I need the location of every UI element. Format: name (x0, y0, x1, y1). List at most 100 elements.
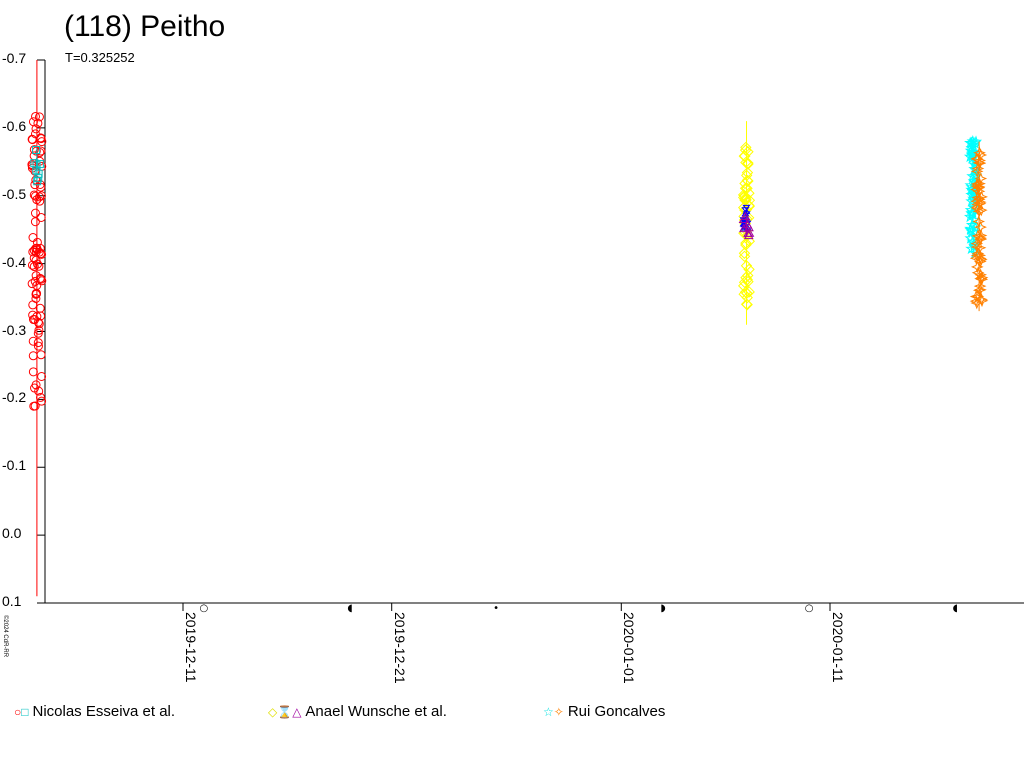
data-point (741, 207, 750, 217)
data-point (741, 273, 753, 286)
data-point (975, 273, 989, 286)
data-point (739, 223, 749, 233)
legend-entry-wunsche: ◇⌛△ Anael Wunsche et al. (268, 703, 447, 720)
data-point (974, 283, 987, 297)
x-tick-label: 2019-12-21 (391, 612, 408, 684)
data-point (28, 135, 38, 145)
legend-label-wunsche: Anael Wunsche et al. (305, 703, 447, 720)
x-tick-label: 2020-01-11 (830, 612, 846, 683)
data-point (974, 231, 987, 245)
data-point (34, 169, 43, 178)
data-point (32, 145, 41, 154)
data-point (33, 328, 43, 338)
data-point (738, 250, 751, 263)
data-point (971, 229, 985, 243)
data-point (35, 160, 44, 169)
data-point (29, 253, 39, 263)
data-point (35, 303, 45, 313)
data-point (36, 392, 46, 402)
data-point (36, 350, 46, 360)
data-point (743, 286, 755, 298)
moon-phase-marker: ○ (805, 603, 814, 614)
data-point (28, 233, 38, 243)
data-point (739, 286, 752, 298)
moon-phase-marker: ○ (200, 603, 209, 614)
data-point (740, 211, 751, 221)
data-point (33, 338, 43, 348)
data-point (29, 262, 39, 272)
data-point (33, 118, 43, 128)
moon-phase-marker: ◗ (660, 603, 665, 614)
data-point (34, 112, 44, 122)
series-group (738, 211, 755, 240)
data-point (738, 150, 751, 162)
legend-symbols-wunsche: ◇⌛△ (268, 704, 302, 719)
y-tick-label: 0.0 (2, 525, 22, 542)
copyright-text: ©2024 CdR-RR (2, 615, 8, 658)
chart-title: (118) Peitho (64, 10, 226, 43)
data-point (33, 341, 43, 351)
data-point (37, 249, 47, 259)
data-point (975, 294, 989, 308)
data-point (969, 168, 983, 181)
legend-symbols-goncalves: ☆✧ (543, 704, 564, 719)
data-point (31, 244, 41, 254)
moon-phase-marker: • (493, 603, 499, 614)
legend-label-goncalves: Rui Goncalves (567, 703, 666, 720)
moon-phase-marker: ◖ (953, 603, 958, 614)
data-point (973, 279, 987, 293)
data-point (974, 203, 988, 217)
data-point (970, 179, 984, 193)
data-point (964, 136, 977, 149)
data-point (966, 145, 979, 158)
x-tick-label: 2020-01-01 (621, 612, 638, 684)
legend-symbols-esseiva: ○□ (14, 704, 29, 719)
data-point (30, 276, 40, 286)
data-point (970, 183, 983, 196)
data-point (743, 228, 753, 237)
data-point (34, 386, 44, 396)
data-point (972, 193, 986, 206)
data-point (742, 269, 754, 282)
data-point (740, 260, 753, 272)
data-point (27, 279, 37, 289)
data-point (34, 174, 43, 183)
data-point (973, 255, 987, 268)
y-tick-label: -0.7 (2, 50, 27, 66)
data-point (741, 298, 753, 311)
data-point (28, 367, 38, 377)
y-tick-label: -0.3 (2, 321, 27, 338)
y-tick-label: -0.1 (2, 457, 27, 474)
data-point (37, 371, 47, 381)
data-point (972, 184, 986, 198)
y-tick-label: -0.5 (2, 185, 27, 202)
series-group (963, 135, 983, 259)
legend-entry-goncalves: ☆✧ Rui Goncalves (543, 703, 665, 720)
data-point (31, 255, 41, 265)
data-point (972, 215, 986, 228)
series-group (969, 141, 989, 312)
y-tick-label: -0.6 (2, 117, 27, 134)
data-point (744, 222, 754, 232)
data-point (973, 241, 987, 255)
data-point (972, 180, 986, 194)
data-point (963, 150, 977, 163)
chart-subtitle: T=0.325252 (65, 50, 135, 65)
data-point (974, 268, 987, 282)
data-point (29, 190, 39, 200)
data-point (37, 137, 47, 147)
data-point (36, 249, 46, 259)
y-tick-label: 0.1 (2, 593, 22, 609)
data-point (36, 212, 46, 222)
data-point (742, 204, 751, 214)
data-point (974, 229, 988, 242)
data-point (741, 166, 754, 179)
data-point (32, 312, 42, 322)
series-group (30, 145, 44, 186)
legend-label-esseiva: Nicolas Esseiva et al. (32, 703, 176, 720)
data-point (964, 210, 977, 223)
data-point (740, 156, 752, 169)
data-point (28, 336, 38, 346)
data-point (973, 154, 987, 167)
data-point (974, 172, 988, 185)
